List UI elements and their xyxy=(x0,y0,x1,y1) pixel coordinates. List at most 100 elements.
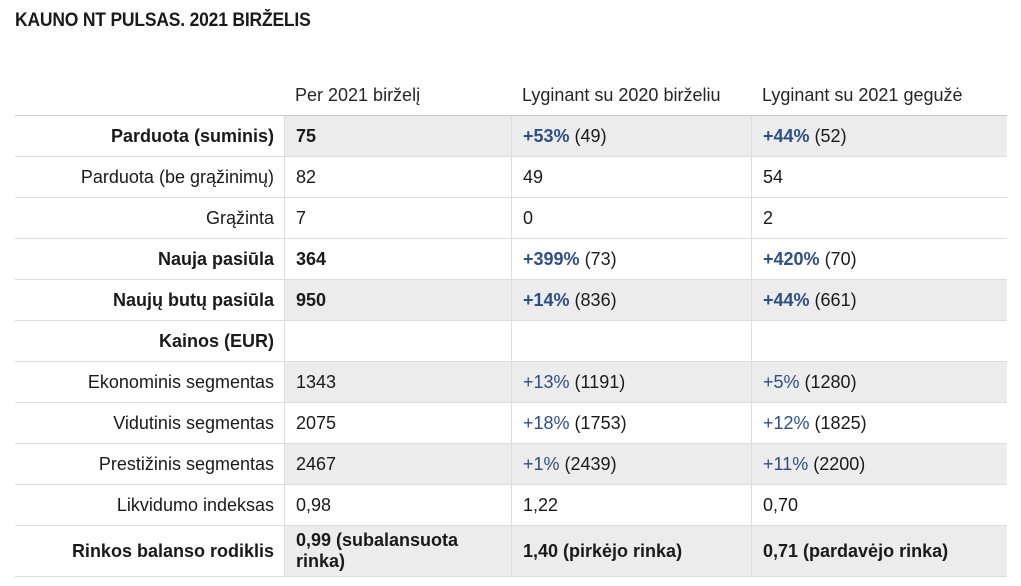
row-label: Kainos (EUR) xyxy=(158,330,274,351)
row-change-month: 54 xyxy=(751,157,1007,197)
table-row: Vidutinis segmentas 2075 +18% (1753) +12… xyxy=(15,403,1007,444)
row-change-year: +1% (2439) xyxy=(511,444,751,484)
change-percent: +18% xyxy=(523,412,570,433)
row-label: Naujų butų pasiūla xyxy=(112,289,274,310)
row-label: Vidutinis segmentas xyxy=(113,412,274,433)
row-value: 0,99 (subalansuota rinka) xyxy=(284,526,511,576)
row-value: 7 xyxy=(284,198,511,238)
base-value: (2200) xyxy=(808,453,866,474)
row-change-month: +44% (661) xyxy=(751,280,1007,320)
value-text: 75 xyxy=(296,125,317,146)
table-row: Prestižinis segmentas 2467 +1% (2439) +1… xyxy=(15,444,1007,485)
header-period: Per 2021 birželį xyxy=(295,84,421,105)
value-text: 0,98 xyxy=(296,494,332,515)
row-value: 75 xyxy=(284,116,511,156)
base-value: (2439) xyxy=(559,453,617,474)
table-row: Rinkos balanso rodiklis 0,99 (subalansuo… xyxy=(15,526,1007,577)
row-label: Likvidumo indeksas xyxy=(116,494,274,515)
row-value: 2467 xyxy=(284,444,511,484)
row-value: 82 xyxy=(284,157,511,197)
table-row: Kainos (EUR) xyxy=(15,321,1007,362)
change-percent: +399% xyxy=(523,248,580,269)
row-change-month xyxy=(751,321,1007,361)
table-row: Parduota (suminis) 75 +53% (49) +44% (52… xyxy=(15,116,1007,157)
pulse-table: Per 2021 birželį Lyginant su 2020 biržel… xyxy=(15,75,1007,577)
value-text: 364 xyxy=(296,248,327,269)
row-value: 950 xyxy=(284,280,511,320)
row-change-month: 2 xyxy=(751,198,1007,238)
base-value: (661) xyxy=(809,289,857,310)
base-value: (1191) xyxy=(569,371,626,392)
base-value: (49) xyxy=(569,125,607,146)
value-text: 1343 xyxy=(296,371,337,392)
base-value: 0 xyxy=(523,207,534,228)
table-row: Nauja pasiūla 364 +399% (73) +420% (70) xyxy=(15,239,1007,280)
row-value: 364 xyxy=(284,239,511,279)
change-percent: +420% xyxy=(763,248,820,269)
row-value: 2075 xyxy=(284,403,511,443)
row-change-year: +399% (73) xyxy=(511,239,751,279)
row-label: Nauja pasiūla xyxy=(157,248,274,269)
row-label: Rinkos balanso rodiklis xyxy=(71,540,274,561)
table-row: Parduota (be grąžinimų) 82 49 54 xyxy=(15,157,1007,198)
row-label: Parduota (be grąžinimų) xyxy=(80,166,274,187)
base-value: (52) xyxy=(809,125,847,146)
base-value: 54 xyxy=(763,166,784,187)
base-value: (1280) xyxy=(799,371,857,392)
change-percent: +14% xyxy=(523,289,570,310)
base-value: 0,70 xyxy=(763,494,799,515)
change-percent: +44% xyxy=(763,289,810,310)
base-value: 49 xyxy=(523,166,544,187)
row-value: 1343 xyxy=(284,362,511,402)
row-change-year: 1,40 (pirkėjo rinka) xyxy=(511,526,751,576)
value-text: 950 xyxy=(296,289,327,310)
row-change-year: +18% (1753) xyxy=(511,403,751,443)
value-text: 2467 xyxy=(296,453,337,474)
change-percent: +5% xyxy=(763,371,800,392)
row-change-month: 0,70 xyxy=(751,485,1007,525)
change-percent: +12% xyxy=(763,412,810,433)
row-change-year: +53% (49) xyxy=(511,116,751,156)
row-change-year: 49 xyxy=(511,157,751,197)
row-change-year xyxy=(511,321,751,361)
row-label: Ekonominis segmentas xyxy=(87,371,274,392)
row-label: Grąžinta xyxy=(205,207,274,228)
base-value: 1,40 (pirkėjo rinka) xyxy=(523,540,683,561)
table-row: Ekonominis segmentas 1343 +13% (1191) +5… xyxy=(15,362,1007,403)
row-label: Parduota (suminis) xyxy=(110,125,274,146)
base-value: (70) xyxy=(819,248,857,269)
row-change-year: 1,22 xyxy=(511,485,751,525)
base-value: (836) xyxy=(569,289,617,310)
base-value: 0,71 (pardavėjo rinka) xyxy=(763,540,949,561)
value-text: 82 xyxy=(296,166,317,187)
header-label xyxy=(15,75,284,115)
change-percent: +44% xyxy=(763,125,810,146)
row-value xyxy=(284,321,511,361)
page-title: KAUNO NT PULSAS. 2021 BIRŽELIS xyxy=(15,10,311,31)
change-percent: +53% xyxy=(523,125,570,146)
row-change-month: +44% (52) xyxy=(751,116,1007,156)
base-value: (1825) xyxy=(809,412,867,433)
row-change-month: +12% (1825) xyxy=(751,403,1007,443)
table-row: Naujų butų pasiūla 950 +14% (836) +44% (… xyxy=(15,280,1007,321)
base-value: 2 xyxy=(763,207,774,228)
change-percent: +1% xyxy=(523,453,560,474)
base-value: 1,22 xyxy=(523,494,559,515)
base-value: (73) xyxy=(579,248,617,269)
change-percent: +11% xyxy=(763,453,809,474)
change-percent: +13% xyxy=(523,371,570,392)
row-change-month: 0,71 (pardavėjo rinka) xyxy=(751,526,1007,576)
row-change-month: +5% (1280) xyxy=(751,362,1007,402)
table-header-row: Per 2021 birželį Lyginant su 2020 biržel… xyxy=(15,75,1007,116)
row-change-year: 0 xyxy=(511,198,751,238)
row-change-year: +13% (1191) xyxy=(511,362,751,402)
row-change-month: +11% (2200) xyxy=(751,444,1007,484)
table-row: Grąžinta 7 0 2 xyxy=(15,198,1007,239)
row-label: Prestižinis segmentas xyxy=(98,453,274,474)
value-text: 2075 xyxy=(296,412,337,433)
row-value: 0,98 xyxy=(284,485,511,525)
value-text: 0,99 (subalansuota rinka) xyxy=(296,530,459,571)
base-value: (1753) xyxy=(569,412,627,433)
header-vs-last-month: Lyginant su 2021 gegužė xyxy=(762,84,963,105)
row-change-month: +420% (70) xyxy=(751,239,1007,279)
